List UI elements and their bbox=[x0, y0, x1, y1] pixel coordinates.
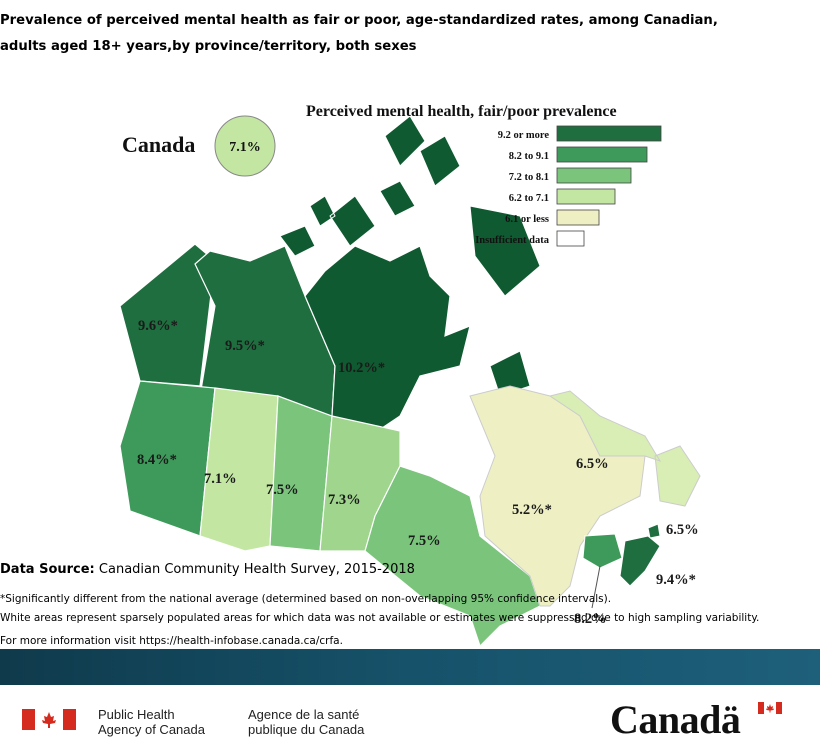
footer bbox=[0, 686, 820, 746]
dept-fr-line-1: Agence de la santé bbox=[248, 707, 360, 722]
wordmark-flag-icon bbox=[758, 702, 782, 714]
title-line-2: adults aged 18+ years,by province/territ… bbox=[0, 39, 417, 54]
region-pei bbox=[647, 523, 661, 539]
title-line-1: Prevalence of perceived mental health as… bbox=[0, 13, 718, 28]
dept-en-line-1: Public Health bbox=[98, 707, 175, 722]
dept-name-fr: Agence de la santé publique du Canada bbox=[248, 707, 364, 737]
page-title: Prevalence of perceived mental health as… bbox=[0, 8, 720, 60]
label-nova-scotia: 9.4%* bbox=[656, 572, 696, 588]
arctic-islands bbox=[279, 115, 541, 397]
label-manitoba: 7.3% bbox=[328, 492, 361, 508]
label-saskatchewan: 7.5% bbox=[266, 482, 299, 498]
data-source-text: Canadian Community Health Survey, 2015-2… bbox=[98, 562, 415, 577]
canada-flag-icon bbox=[22, 709, 76, 730]
label-quebec: 5.2%* bbox=[512, 502, 552, 518]
label-alberta: 7.1% bbox=[204, 471, 237, 487]
note-more-info: For more information visit https://healt… bbox=[0, 635, 343, 647]
legend-label: 6.2 to 7.1 bbox=[509, 193, 549, 204]
label-ontario: 7.5% bbox=[408, 533, 441, 549]
national-label: Canada bbox=[122, 132, 195, 157]
label-nwt: 9.5%* bbox=[225, 338, 265, 354]
legend-label: 8.2 to 9.1 bbox=[509, 151, 549, 162]
label-yukon: 9.6%* bbox=[138, 318, 178, 334]
legend-label: 6.1 or less bbox=[505, 214, 549, 225]
map-svg: 9.6%* 9.5%* 10.2%* 8.4%* 7.1% 7.5% 7.3% … bbox=[119, 103, 701, 646]
dept-fr-line-2: publique du Canada bbox=[248, 722, 365, 737]
footer-band bbox=[0, 649, 820, 685]
legend-swatch bbox=[556, 167, 632, 184]
legend: 9.2 or more 8.2 to 9.1 7.2 to 8.1 6.2 to 7.… bbox=[475, 125, 662, 247]
legend-swatch bbox=[556, 209, 600, 226]
region-ontario bbox=[364, 465, 541, 646]
legend-swatch bbox=[556, 230, 585, 247]
new-brunswick-leader-line bbox=[591, 565, 601, 609]
note-white-areas: White areas represent sparsely populated… bbox=[0, 612, 760, 624]
dept-name-en: Public Health Agency of Canada bbox=[98, 707, 205, 737]
canada-wordmark: Canadä bbox=[610, 697, 741, 742]
label-newfoundland-labrador: 6.5% bbox=[576, 456, 609, 472]
legend-label: 9.2 or more bbox=[498, 130, 550, 141]
label-new-brunswick: 8.2% bbox=[574, 611, 607, 627]
legend-swatch bbox=[556, 146, 648, 163]
legend-title: Perceived mental health, fair/poor preva… bbox=[306, 103, 617, 120]
region-nova-scotia bbox=[619, 535, 661, 587]
region-newfoundland-labrador bbox=[548, 390, 701, 507]
label-bc: 8.4%* bbox=[137, 452, 177, 468]
legend-swatch bbox=[556, 125, 662, 142]
legend-label: Insufficient data bbox=[475, 235, 550, 246]
legend-swatch bbox=[556, 188, 616, 205]
label-nunavut: 10.2%* bbox=[338, 360, 385, 376]
region-yukon bbox=[119, 243, 216, 387]
legend-label: 7.2 to 8.1 bbox=[509, 172, 549, 183]
national-circle bbox=[214, 115, 276, 177]
data-source-label: Data Source: bbox=[0, 562, 95, 577]
region-new-brunswick bbox=[582, 533, 623, 569]
note-significance: *Significantly different from the nation… bbox=[0, 593, 612, 605]
label-pei: 6.5% bbox=[666, 522, 699, 538]
national-value: 7.1% bbox=[229, 140, 261, 155]
canada-map: 9.6%* 9.5%* 10.2%* 8.4%* 7.1% 7.5% 7.3% … bbox=[100, 96, 720, 646]
data-source: Data Source: Canadian Community Health S… bbox=[0, 562, 415, 577]
dept-en-line-2: Agency of Canada bbox=[98, 722, 205, 737]
